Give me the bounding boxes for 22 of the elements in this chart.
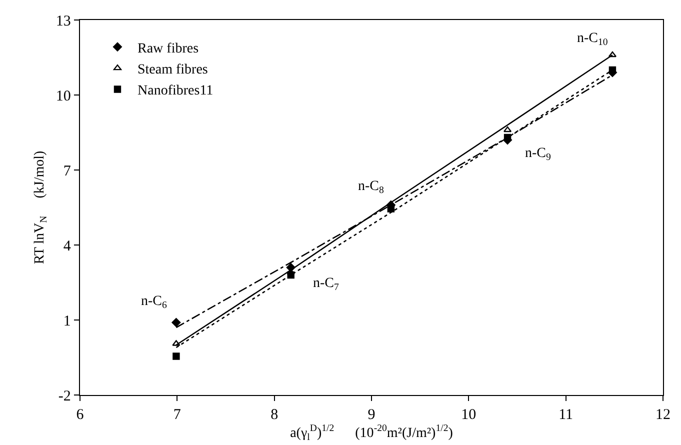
annotation: n-C$_{8}$ bbox=[358, 179, 384, 196]
annotation: n-C$_{7}$ bbox=[313, 276, 339, 293]
x-tick-label: 6 bbox=[76, 407, 84, 424]
y-tick-label: -2 bbox=[58, 388, 71, 404]
y-tick-label: 7 bbox=[63, 163, 72, 180]
annotation: n-C$_{6}$ bbox=[141, 294, 167, 311]
y-tick-label: 1 bbox=[63, 313, 71, 330]
text: a(γ$_{l}$$^{D}$)$^{1/2}$ (10$^{-20}$m²(J/m²)$^{1/2}$) bbox=[290, 423, 453, 443]
y-tick-label: 4 bbox=[63, 238, 72, 254]
x-tick-label: 10 bbox=[461, 407, 476, 424]
y-tick-label: 10 bbox=[56, 88, 71, 104]
x-tick-label: 8 bbox=[270, 407, 278, 424]
x-tick-label: 7 bbox=[173, 407, 182, 424]
x-tick-label: 11 bbox=[558, 407, 574, 424]
legend-label: Raw fibres bbox=[137, 41, 199, 56]
annotation: n-C$_{10}$ bbox=[577, 31, 608, 48]
annotation: n-C$_{9}$ bbox=[525, 146, 551, 163]
y-tick-label: 13 bbox=[56, 13, 71, 30]
x-tick-label: 9 bbox=[368, 407, 376, 424]
legend-label: Nanofibres11 bbox=[137, 84, 214, 99]
x-tick-label: 12 bbox=[656, 407, 670, 424]
legend-label: Steam fibres bbox=[137, 62, 208, 78]
